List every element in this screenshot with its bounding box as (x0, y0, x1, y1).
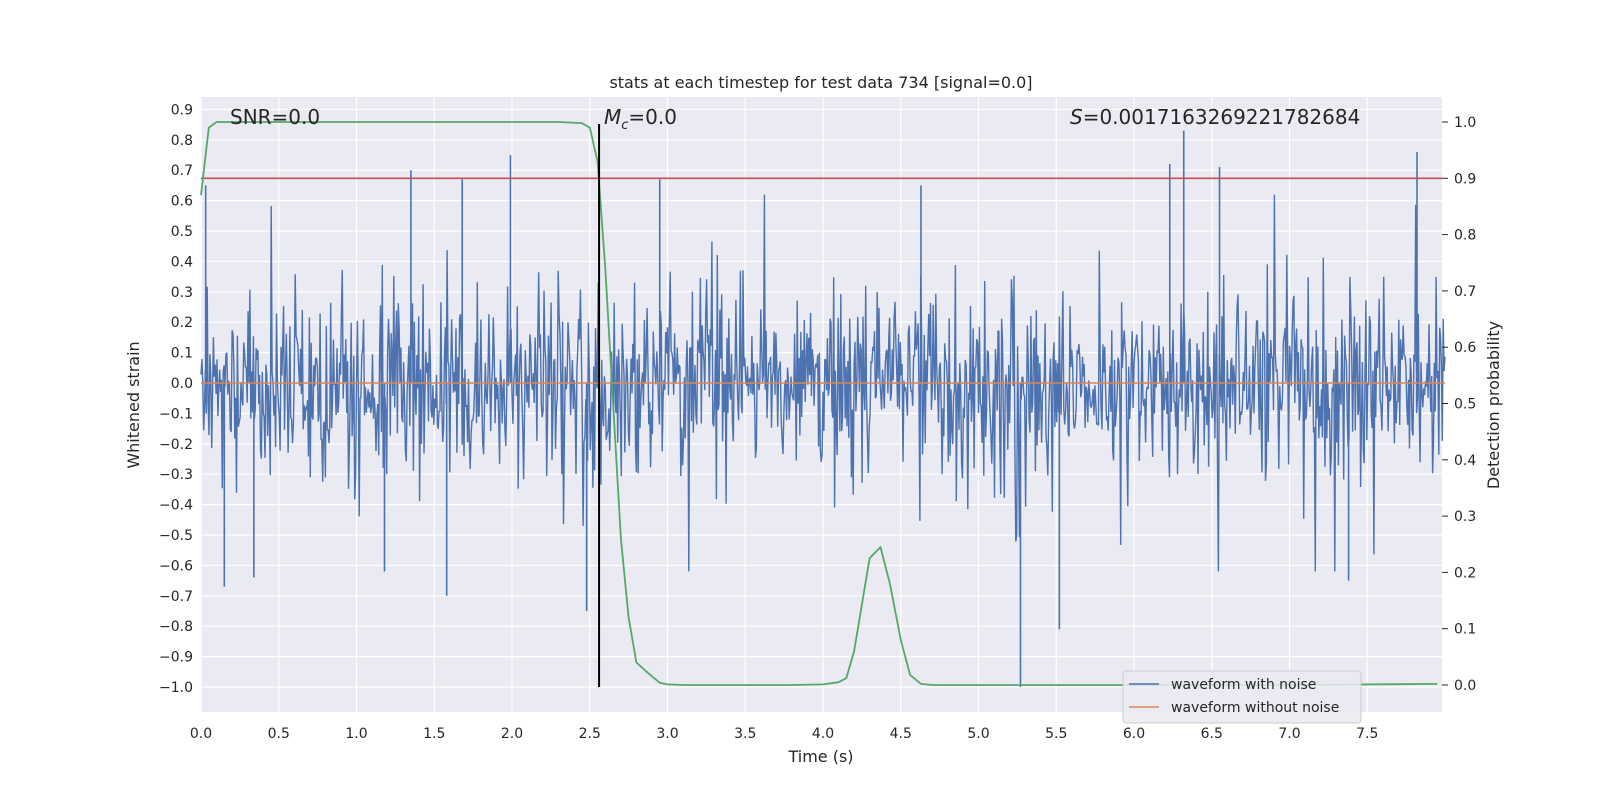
y-left-tick-label: 0.7 (171, 163, 193, 179)
x-tick-label: 0.5 (268, 726, 290, 742)
y-right-tick-label: 0.4 (1454, 453, 1476, 469)
x-tick-label: 4.0 (812, 726, 834, 742)
y-left-tick-label: 0.2 (171, 315, 193, 331)
y-axis-label-left: Whitened strain (124, 341, 143, 468)
noise-trace (200, 194, 1446, 572)
y-left-tick-label: −1.0 (159, 680, 193, 696)
x-tick-label: 7.0 (1278, 726, 1300, 742)
y-left-tick-label: −0.2 (159, 437, 193, 453)
y-left-tick-label: −0.4 (159, 498, 193, 514)
y-left-tick-label: 0.5 (171, 224, 193, 240)
y-left-tick-label: −0.6 (159, 558, 193, 574)
y-right-tick-label: 0.2 (1454, 565, 1476, 581)
y-left-tick-label: 0.1 (171, 346, 193, 362)
x-tick-label: 0.0 (190, 726, 212, 742)
y-right-tick-label: 0.9 (1454, 171, 1476, 187)
legend-box (1122, 670, 1362, 724)
snr-annotation: SNR=0.0 (230, 105, 320, 129)
y-left-tick-label: −0.5 (159, 528, 193, 544)
x-tick-label: 5.5 (1045, 726, 1067, 742)
legend: waveform with noise waveform without noi… (1122, 670, 1362, 724)
y-right-tick-label: 0.8 (1454, 228, 1476, 244)
x-tick-label: 4.5 (890, 726, 912, 742)
x-tick-label: 2.5 (579, 726, 601, 742)
s-statistic-annotation: S=0.0017163269221782684 (1070, 105, 1360, 129)
y-right-tick-label: 0.5 (1454, 397, 1476, 413)
x-tick-label: 5.0 (967, 726, 989, 742)
legend-label-clean: waveform without noise (1171, 700, 1339, 716)
x-tick-label: 2.0 (501, 726, 523, 742)
y-left-tick-label: −0.8 (159, 619, 193, 635)
y-axis-label-right: Detection probability (1484, 321, 1503, 489)
y-left-tick-label: −0.1 (159, 406, 193, 422)
waveform-with-noise-series (200, 130, 1446, 687)
y-left-tick-label: 0.3 (171, 285, 193, 301)
x-tick-label: 1.0 (345, 726, 367, 742)
y-left-tick-label: 0.0 (171, 376, 193, 392)
y-left-tick-label: −0.3 (159, 467, 193, 483)
y-left-tick-label: −0.7 (159, 589, 193, 605)
x-tick-label: 6.5 (1201, 726, 1223, 742)
y-left-tick-label: 0.6 (171, 194, 193, 210)
chart-title: stats at each timestep for test data 734… (609, 73, 1032, 92)
x-tick-label: 7.5 (1356, 726, 1378, 742)
chirp-mass-annotation: Mc=0.0 (604, 105, 677, 133)
x-tick-label: 6.0 (1123, 726, 1145, 742)
legend-label-noise: waveform with noise (1171, 677, 1316, 693)
y-right-tick-label: 1.0 (1454, 115, 1476, 131)
y-left-tick-label: 0.4 (171, 254, 193, 270)
x-tick-label: 3.5 (734, 726, 756, 742)
y-right-tick-label: 0.7 (1454, 284, 1476, 300)
x-tick-label: 1.5 (423, 726, 445, 742)
overlay-layer (200, 121, 1445, 687)
x-tick-label: 3.0 (656, 726, 678, 742)
y-right-tick-label: 0.0 (1454, 678, 1476, 694)
detection-probability-line (200, 121, 1438, 686)
x-axis-label: Time (s) (787, 747, 853, 766)
tick-labels: 0.0 0.5 1.0 1.5 2.0 2.5 3.0 3.5 4.0 4.5 5.0 5.5 6.0 6… (159, 102, 1476, 742)
y-right-tick-label: 0.3 (1454, 509, 1476, 525)
y-right-tick-label: 0.1 (1454, 622, 1476, 638)
y-left-tick-label: 0.9 (171, 102, 193, 118)
y-left-tick-label: 0.8 (171, 133, 193, 149)
y-right-tick-label: 0.6 (1454, 340, 1476, 356)
y-left-tick-label: −0.9 (159, 650, 193, 666)
